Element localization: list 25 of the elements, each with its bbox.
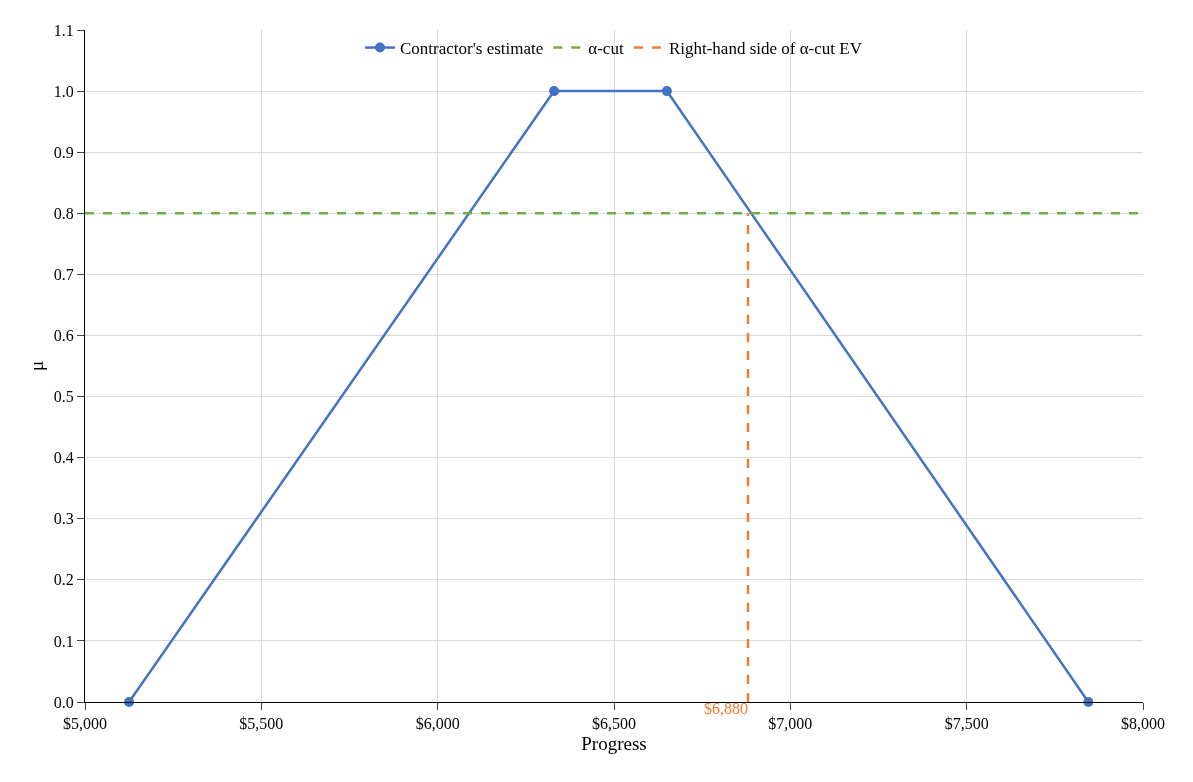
legend-label: Right-hand side of α-cut EV — [668, 39, 863, 59]
y-tick-label: 1.0 — [53, 82, 74, 100]
x-tick-label: $7,500 — [944, 715, 989, 733]
x-tick-label: $5,000 — [63, 715, 107, 733]
y-tick-label: 0.8 — [53, 204, 74, 222]
y-tick-label: 0.9 — [53, 143, 74, 161]
y-tick-label: 0.6 — [53, 327, 74, 345]
y-tick-label: 0.0 — [53, 693, 74, 711]
y-tick-label: 0.1 — [53, 632, 74, 650]
y-axis-title: μ — [25, 360, 47, 372]
y-tick-label: 0.3 — [53, 510, 74, 528]
y-tick-label: 1.1 — [53, 21, 74, 39]
x-tick-label: $5,500 — [239, 715, 284, 733]
y-tick-label: 0.5 — [53, 388, 74, 406]
x-tick-label: $6,000 — [415, 715, 460, 733]
x-axis-title: Progress — [581, 733, 647, 754]
x-tick-label: $7,000 — [768, 715, 813, 733]
y-tick-label: 0.7 — [53, 265, 74, 283]
annotation: $6,880 — [704, 700, 749, 717]
x-tick-label: $6,500 — [592, 715, 636, 733]
x-tick-label: $8,000 — [1121, 715, 1165, 733]
legend-label: Contractor's estimate — [400, 39, 544, 59]
legend-label: α-cut — [588, 39, 624, 59]
y-tick-label: 0.4 — [53, 449, 74, 467]
y-tick-label: 0.2 — [53, 571, 74, 589]
